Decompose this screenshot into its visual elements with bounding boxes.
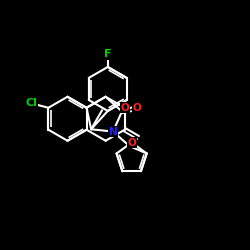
Text: O: O	[120, 103, 129, 113]
Text: F: F	[104, 49, 112, 59]
Text: N: N	[109, 126, 118, 136]
Text: O: O	[133, 103, 141, 113]
Text: Cl: Cl	[25, 98, 37, 108]
Text: O: O	[127, 138, 136, 147]
